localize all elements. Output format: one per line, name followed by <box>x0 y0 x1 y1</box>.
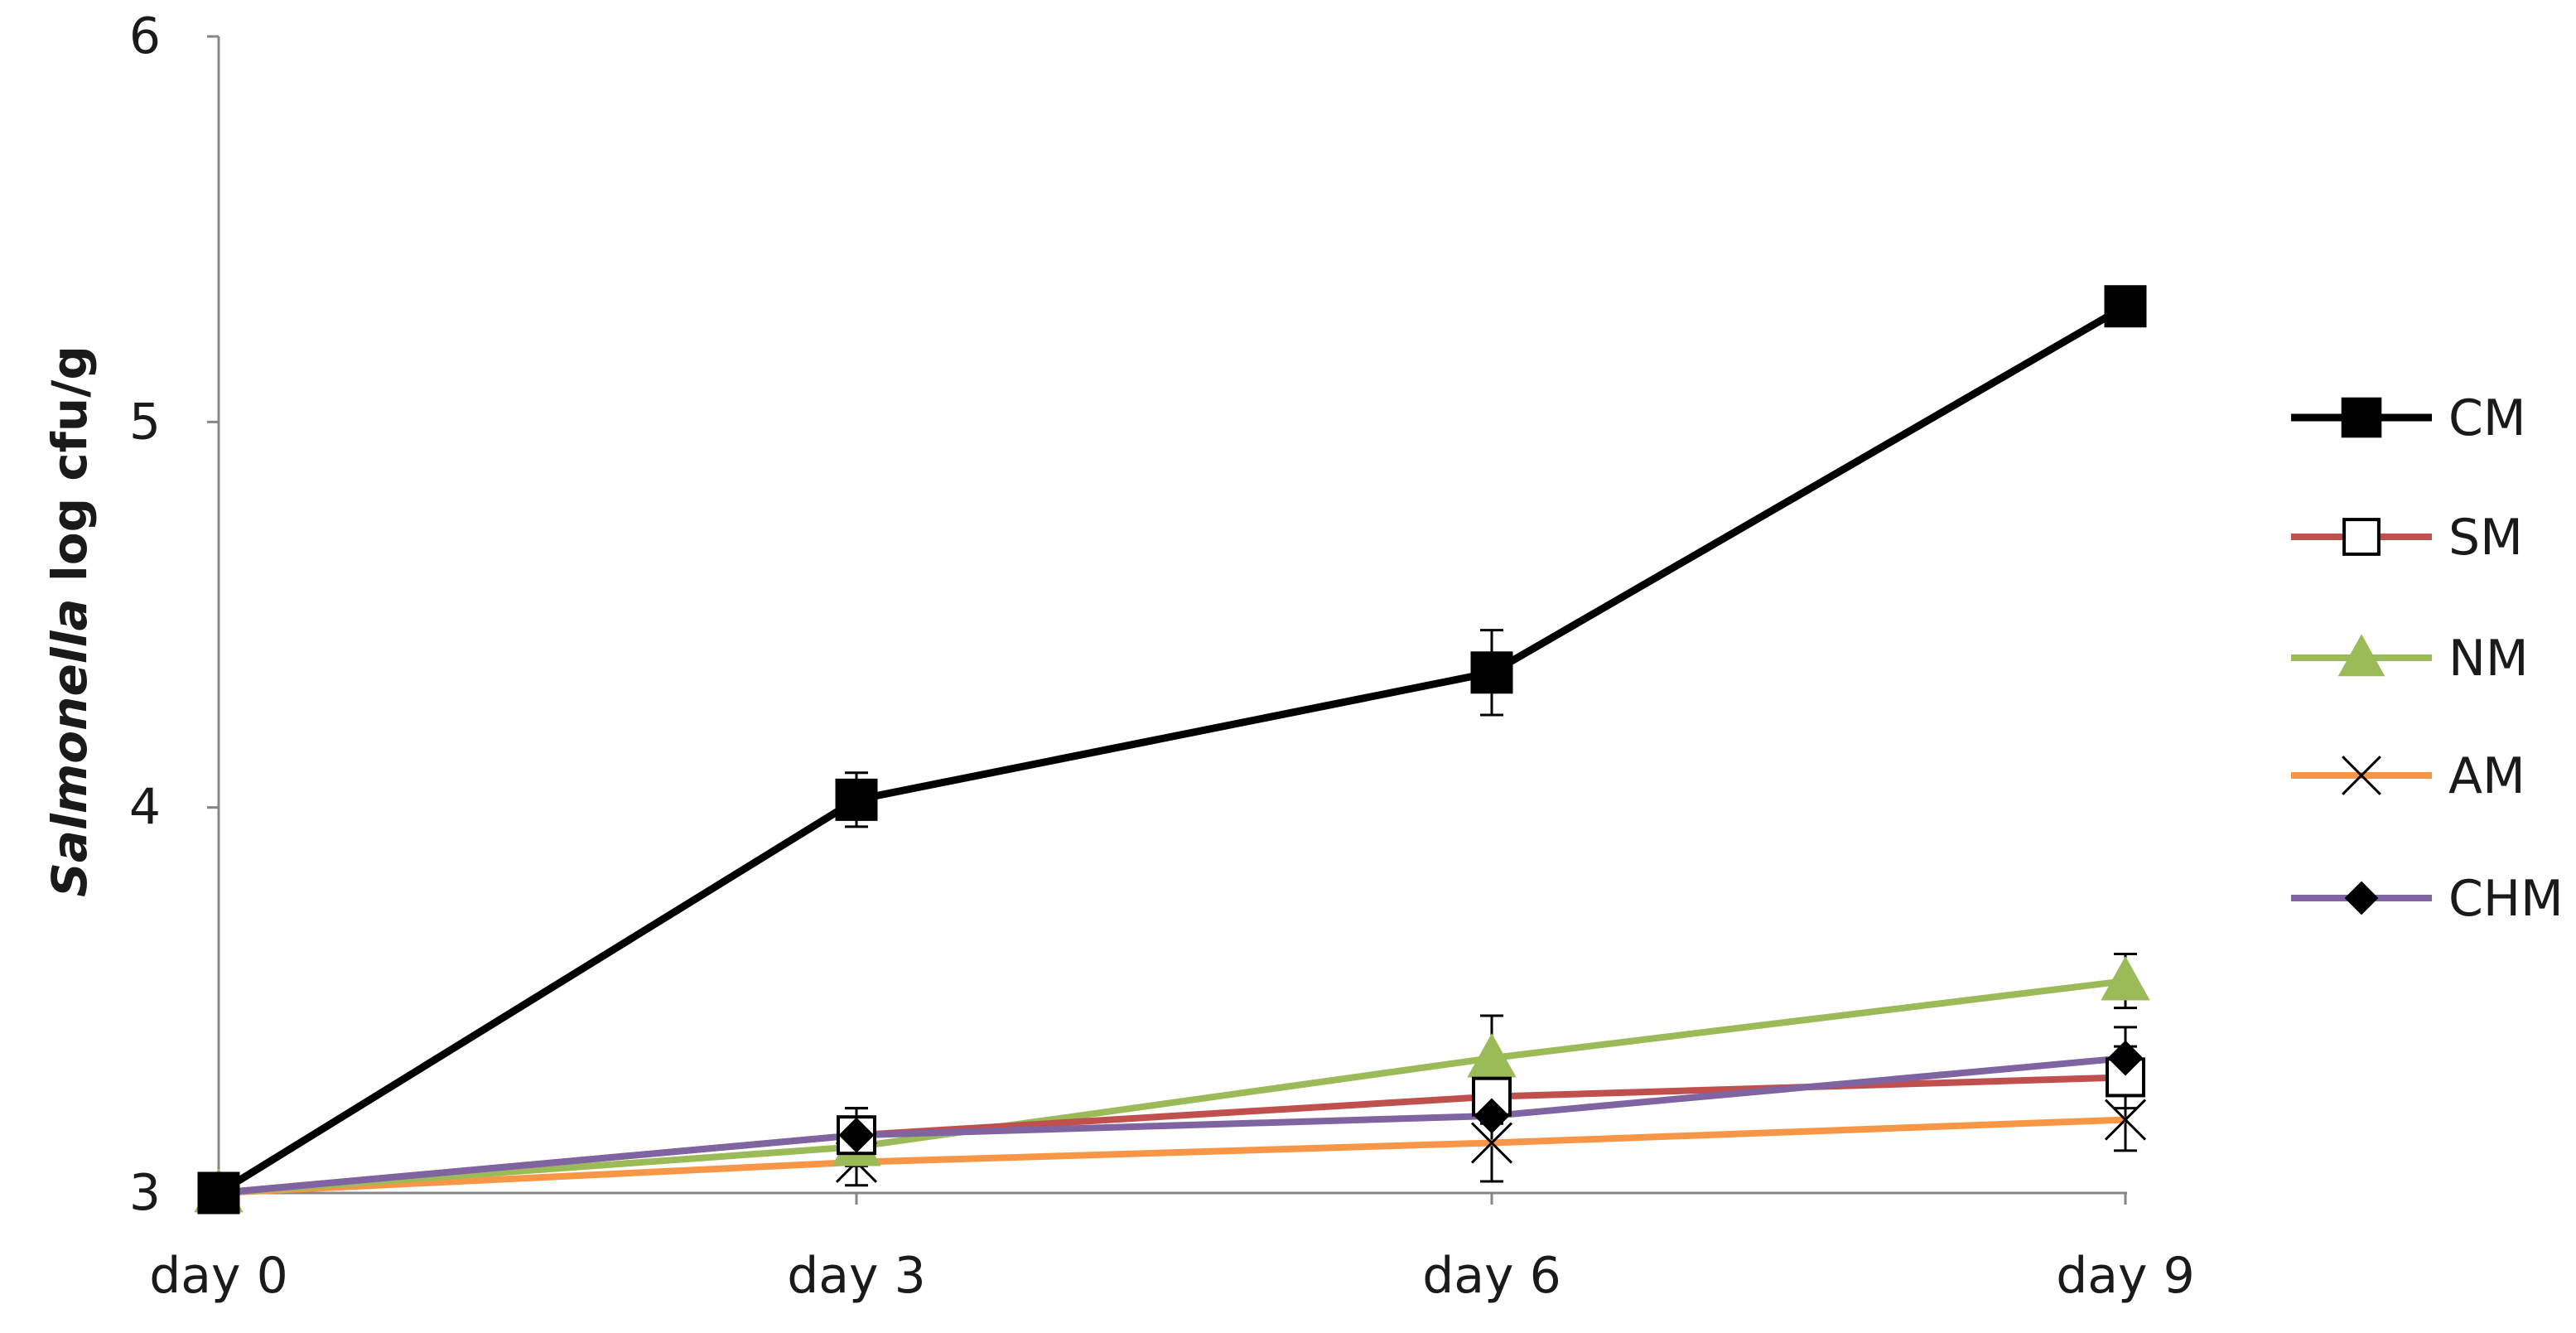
point-cm <box>2104 285 2147 328</box>
series-line-am <box>218 1116 2126 1196</box>
point-cm <box>1470 651 1513 694</box>
series-line-cm <box>216 302 2128 1196</box>
y-axis-label-unit: log cfu/g <box>41 345 98 598</box>
legend-label: CM <box>2448 389 2526 447</box>
point-nm <box>1467 1033 1517 1078</box>
marker-x-stroke <box>2104 1099 2147 1141</box>
legend-item-cm: CM <box>2291 389 2526 447</box>
y-tick-label: 5 <box>129 393 161 451</box>
y-axis-label: Salmonella log cfu/g <box>41 345 98 897</box>
legend-label: NM <box>2448 630 2529 688</box>
axes: 3 4 5 6 day 0 day 3 day 6 day 9 Salmonella log c… <box>41 7 2195 1305</box>
y-tick-label: 6 <box>129 7 161 65</box>
x-tick-label: day 9 <box>2056 1247 2195 1305</box>
point-cm <box>835 778 878 821</box>
y-tick-label: 3 <box>129 1164 161 1222</box>
point-am <box>1470 1122 1513 1164</box>
legend-item-chm: CHM <box>2291 870 2564 928</box>
series-line-nm <box>218 978 2126 1196</box>
legend-label: SM <box>2448 509 2523 567</box>
point-chm <box>1474 1098 1510 1134</box>
legend-label: AM <box>2448 747 2525 805</box>
legend-marker <box>2342 518 2381 556</box>
series-layer <box>194 285 2150 1215</box>
point-chm <box>2107 1040 2144 1076</box>
legend-marker <box>2337 634 2385 677</box>
series-line-chm <box>218 1055 2126 1196</box>
x-tick-label: day 6 <box>1422 1247 1561 1305</box>
x-tick-label: day 3 <box>787 1247 926 1305</box>
y-axis-label-italic: Salmonella <box>41 598 98 897</box>
marker-x-stroke <box>2342 756 2381 795</box>
legend-item-am: AM <box>2291 747 2525 805</box>
legend-label: CHM <box>2448 870 2564 928</box>
point-cm <box>197 1171 240 1215</box>
marker-x-stroke <box>1470 1122 1513 1164</box>
legend-marker <box>2342 756 2381 795</box>
x-tick-label: day 0 <box>149 1247 288 1305</box>
legend: CM SM NM AM CHM <box>2291 389 2564 928</box>
y-tick-label: 4 <box>129 779 161 837</box>
series-line-sm <box>218 1074 2126 1196</box>
point-chm <box>838 1117 875 1153</box>
legend-marker <box>2341 397 2382 438</box>
legend-item-sm: SM <box>2291 509 2523 567</box>
legend-marker <box>2344 881 2379 915</box>
point-am <box>2104 1099 2147 1141</box>
point-nm <box>2101 956 2150 1001</box>
legend-item-nm: NM <box>2291 630 2529 688</box>
